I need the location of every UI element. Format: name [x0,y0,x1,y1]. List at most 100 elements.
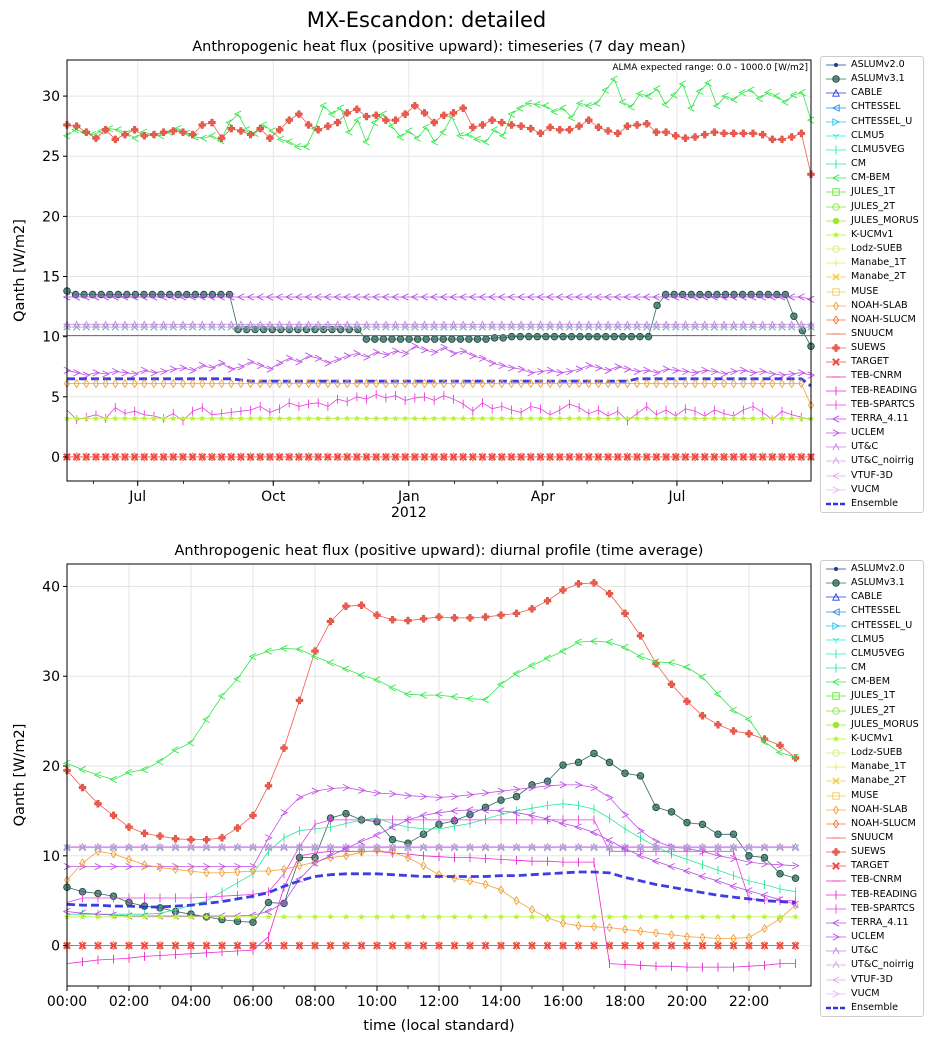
data-point [490,126,498,134]
legend-marker [832,990,841,998]
legend-swatch [826,75,846,83]
data-point [613,293,622,301]
data-point [653,378,660,389]
data-point [745,932,753,943]
data-point [497,940,505,951]
data-point [266,365,275,373]
data-point [358,940,365,951]
legend-marker [832,429,841,437]
legend-label: CABLE [851,87,883,99]
data-point [264,941,273,950]
legend-marker [831,976,840,984]
legend-entry-aslumv2-0: ASLUMv2.0 [821,562,923,576]
data-point [63,862,72,871]
data-point [401,349,410,358]
legend-swatch [826,400,846,410]
data-point [696,290,704,299]
data-point [481,842,490,851]
data-point [508,378,515,389]
data-point [788,414,796,422]
data-point [497,611,505,619]
data-point [199,378,206,389]
data-point [777,293,786,301]
data-point [294,453,303,461]
data-point [324,323,332,331]
data-point [324,359,333,367]
data-point [199,452,206,462]
data-point [547,378,554,389]
data-point [761,940,768,951]
data-point [497,293,506,301]
data-point [208,290,217,299]
data-point [481,806,489,814]
legend-entry-k-ucmv1: K-UCMv1 [821,732,923,746]
legend-label: Lodz-SUEB [851,243,903,255]
data-point [392,347,400,355]
legend-label: CM-BEM [851,676,891,688]
data-point [121,414,129,422]
data-point [343,320,351,329]
legend-entry-suews: SUEWS [821,845,923,859]
data-point [225,290,234,299]
data-point [430,118,438,127]
legend-swatch [826,976,846,984]
data-point [159,453,168,461]
legend-swatch [826,472,846,480]
data-point [652,85,661,93]
data-point [140,842,149,851]
data-point [614,452,621,462]
data-point [140,766,148,774]
data-point [141,860,148,870]
legend-marker [832,848,840,856]
data-point [234,325,242,334]
data-point [82,414,90,422]
data-point [450,452,457,462]
data-point [276,414,283,422]
series-uclem [63,781,800,871]
data-point [233,824,242,832]
data-point [590,749,598,758]
data-point [78,844,87,852]
data-point [807,400,815,410]
data-point [636,632,645,640]
data-point [362,320,371,329]
data-point [710,367,719,376]
data-point [285,116,293,124]
chart-title: Anthropogenic heat flux (positive upward… [192,39,686,55]
legend-marker [832,692,840,701]
data-point [537,452,544,462]
data-point [699,940,706,951]
series-line [66,640,796,780]
data-point [791,874,800,883]
data-point [787,293,796,301]
data-point [420,940,427,951]
data-point [517,320,525,329]
data-point [92,414,100,422]
data-point [513,940,520,951]
legend-entry-clmu5veg: CLMU5VEG [821,647,923,661]
data-point [497,453,506,461]
x-tick-label: Oct [261,489,286,505]
data-point [556,414,564,422]
data-point [687,104,695,112]
data-point [667,808,676,816]
data-point [517,122,525,130]
data-point [435,793,444,802]
data-point [652,453,661,461]
legend-swatch [826,621,846,630]
data-point [806,295,815,303]
data-point [78,842,87,851]
data-point [652,844,660,852]
data-point [259,325,268,334]
legend-marker [832,593,840,602]
data-point [264,647,272,655]
data-point [585,378,592,389]
data-point [778,414,786,422]
data-point [760,842,769,851]
data-point [333,293,341,301]
series-line [66,809,796,917]
data-point [280,941,288,950]
series-terra-4-11 [62,293,815,303]
data-point [102,414,110,422]
data-point [574,293,583,301]
